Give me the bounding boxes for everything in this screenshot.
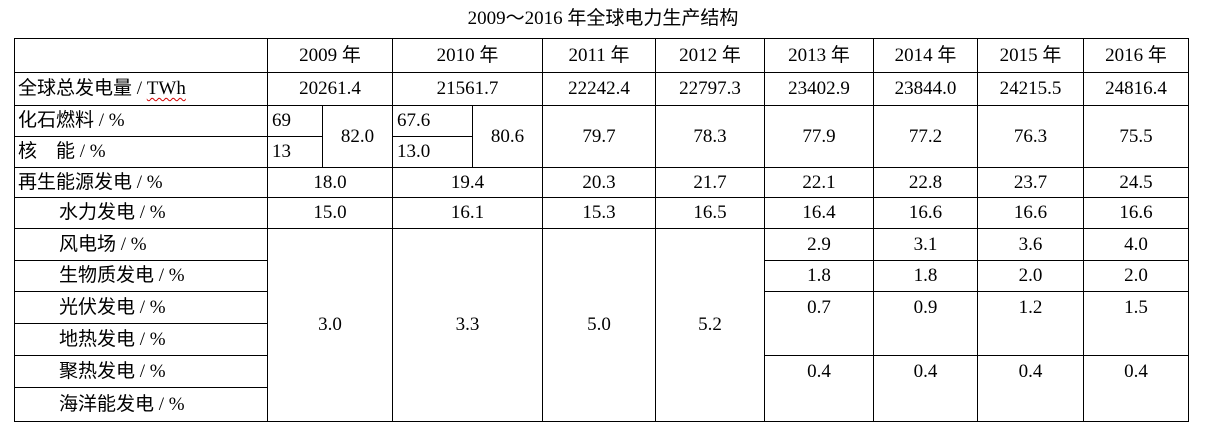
row-hydro: 水力发电 / % 15.0 16.1 15.3 16.5 16.4 16.6 1… [14,197,1190,229]
row-wind: 风电场 / % 3.0 3.3 5.0 5.2 2.9 3.1 3.6 4.0 [14,228,1190,422]
cell-wind-2015: 3.6 [977,228,1085,261]
header-year-2015: 2015 年 [977,38,1085,73]
row-label-geothermal: 地热发电 / % [14,323,268,356]
cell-hydro-2009: 15.0 [266,197,394,229]
cell-biomass-2015: 2.0 [977,260,1085,292]
header-year-2011: 2011 年 [542,38,657,73]
row-geothermal: 地热发电 / % [14,323,1190,356]
header-year-2013: 2013 年 [764,38,875,73]
cell-other-2009: 3.0 [266,228,394,422]
cell-fossil-nuclear-2016: 75.5 [1083,105,1190,168]
cell-other-2011: 5.0 [542,228,657,422]
cell-wind-2016: 4.0 [1083,228,1190,261]
row-label-total: 全球总发电量 / TWh [14,72,268,106]
cell-hydro-2014: 16.6 [873,197,979,229]
cell-hydro-2011: 15.3 [542,197,657,229]
power-structure-table: 2009 年 2010 年 2011 年 2012 年 2013 年 2014 … [14,38,1190,422]
cell-total-2011: 22242.4 [542,72,657,106]
row-renewable: 再生能源发电 / % 18.0 19.4 20.3 21.7 22.1 22.8… [14,167,1190,198]
cell-solar-2014: 0.9 [873,291,979,324]
row-label-wind: 风电场 / % [14,228,268,261]
row-label-solar: 光伏发电 / % [14,291,268,324]
cell-total-2013: 23402.9 [764,72,875,106]
cell-renewable-2011: 20.3 [542,167,657,198]
cell-solar-thermal-2016: 0.4 [1083,355,1190,388]
cell-nuclear-2010: 13.0 [392,136,474,168]
row-label-nuclear: 核 能 / % [14,136,268,168]
cell-solar-thermal-2014: 0.4 [873,355,979,388]
cell-other-2010: 3.3 [392,228,544,422]
cell-geothermal-2015 [977,323,1085,356]
cell-hydro-2016: 16.6 [1083,197,1190,229]
cell-renewable-2010: 19.4 [392,167,544,198]
cell-total-2010: 21561.7 [392,72,544,106]
cell-renewable-2013: 22.1 [764,167,875,198]
header-year-2010: 2010 年 [392,38,544,73]
row-biomass: 生物质发电 / % 1.8 1.8 2.0 2.0 [14,260,1190,292]
cell-hydro-2010: 16.1 [392,197,544,229]
cell-solar-thermal-2015: 0.4 [977,355,1085,388]
cell-wind-2014: 3.1 [873,228,979,261]
cell-total-2014: 23844.0 [873,72,979,106]
cell-fossil-nuclear-2014: 77.2 [873,105,979,168]
cell-ocean-2013 [764,387,875,422]
cell-total-2016: 24816.4 [1083,72,1190,106]
cell-renewable-2015: 23.7 [977,167,1085,198]
cell-ocean-2014 [873,387,979,422]
cell-geothermal-2014 [873,323,979,356]
cell-geothermal-2013 [764,323,875,356]
header-year-2012: 2012 年 [655,38,766,73]
header-row: 2009 年 2010 年 2011 年 2012 年 2013 年 2014 … [14,38,1190,73]
row-label-renewable: 再生能源发电 / % [14,167,268,198]
cell-other-2012: 5.2 [655,228,766,422]
header-year-2014: 2014 年 [873,38,979,73]
cell-solar-thermal-2013: 0.4 [764,355,875,388]
cell-fossil-nuclear-2013: 77.9 [764,105,875,168]
cell-fossil-nuclear-2011: 79.7 [542,105,657,168]
row-nuclear: 核 能 / % 13 13.0 [14,136,1189,168]
table-title: 2009～2016 年全球电力生产结构 [467,8,739,29]
header-corner [14,38,268,73]
header-year-2016: 2016 年 [1083,38,1190,73]
cell-solar-2016: 1.5 [1083,291,1190,324]
row-solar-thermal: 聚热发电 / % 0.4 0.4 0.4 0.4 [14,355,1190,388]
cell-fossil-nuclear-2015: 76.3 [977,105,1085,168]
cell-biomass-2014: 1.8 [873,260,979,292]
cell-solar-2013: 0.7 [764,291,875,324]
cell-total-2015: 24215.5 [977,72,1085,106]
row-label-ocean: 海洋能发电 / % [14,387,268,422]
cell-fossil-2010: 67.6 [392,105,474,137]
cell-renewable-2016: 24.5 [1083,167,1190,198]
cell-fossil-nuclear-2012: 78.3 [655,105,766,168]
cell-total-2012: 22797.3 [655,72,766,106]
row-label-solar-thermal: 聚热发电 / % [14,355,268,388]
header-year-2009: 2009 年 [266,38,394,73]
row-solar: 光伏发电 / % 0.7 0.9 1.2 1.5 [14,291,1190,324]
cell-ocean-2016 [1083,387,1190,422]
cell-renewable-2009: 18.0 [266,167,394,198]
cell-total-2009: 20261.4 [266,72,394,106]
cell-geothermal-2016 [1083,323,1190,356]
cell-fossil-2009: 69 [267,105,323,137]
cell-renewable-2012: 21.7 [655,167,766,198]
row-label-biomass: 生物质发电 / % [14,260,268,292]
cell-renewable-2014: 22.8 [873,167,979,198]
row-label-hydro: 水力发电 / % [14,197,268,229]
cell-biomass-2013: 1.8 [764,260,875,292]
cell-fossil-nuclear-2009: 82.0 [321,105,394,168]
cell-ocean-2015 [977,387,1085,422]
cell-biomass-2016: 2.0 [1083,260,1190,292]
row-fossil: 化石燃料 / % 69 82.0 67.6 80.6 79.7 78.3 77.… [14,105,1190,168]
cell-solar-2015: 1.2 [977,291,1085,324]
cell-nuclear-2009: 13 [267,136,323,168]
row-total-generation: 全球总发电量 / TWh 20261.4 21561.7 22242.4 227… [14,72,1190,106]
cell-hydro-2013: 16.4 [764,197,875,229]
cell-wind-2013: 2.9 [764,228,875,261]
cell-hydro-2012: 16.5 [655,197,766,229]
cell-hydro-2015: 16.6 [977,197,1085,229]
row-ocean: 海洋能发电 / % [14,387,1190,422]
cell-fossil-nuclear-2010: 80.6 [472,105,544,168]
row-label-fossil: 化石燃料 / % [14,105,268,137]
